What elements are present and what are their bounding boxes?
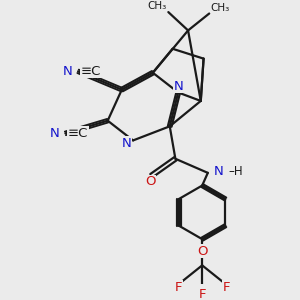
Text: –H: –H bbox=[228, 165, 243, 178]
Text: O: O bbox=[197, 245, 207, 258]
Text: N: N bbox=[122, 137, 132, 150]
Text: F: F bbox=[175, 281, 182, 294]
Text: N: N bbox=[214, 165, 224, 178]
Text: N: N bbox=[50, 127, 59, 140]
Text: O: O bbox=[145, 176, 155, 188]
Text: ≡C: ≡C bbox=[68, 127, 88, 140]
Text: CH₃: CH₃ bbox=[211, 3, 230, 13]
Text: ≡C: ≡C bbox=[80, 65, 101, 78]
Text: N: N bbox=[173, 80, 183, 93]
Text: F: F bbox=[222, 281, 230, 294]
Text: F: F bbox=[198, 288, 206, 300]
Text: N: N bbox=[62, 65, 72, 78]
Text: CH₃: CH₃ bbox=[148, 2, 167, 11]
